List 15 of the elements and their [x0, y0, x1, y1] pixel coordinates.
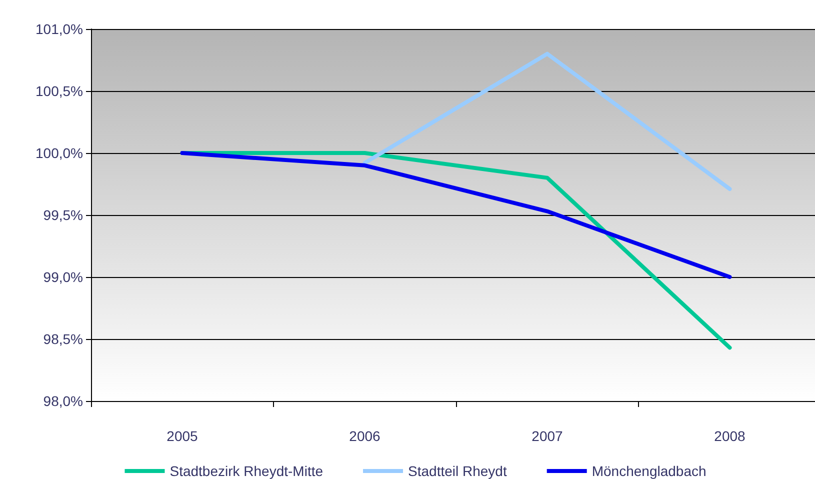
legend-label: Stadtteil Rheydt	[408, 463, 507, 479]
x-tick-label: 2007	[532, 428, 564, 444]
x-tick-label: 2005	[166, 428, 198, 444]
y-tick-label: 99,0%	[43, 269, 83, 285]
x-tick-label: 2008	[714, 428, 746, 444]
y-tick-label: 99,5%	[43, 207, 83, 223]
y-tick-label: 101,0%	[36, 21, 83, 37]
x-tick-label: 2006	[349, 428, 381, 444]
line-series	[180, 151, 732, 279]
y-tick-label: 100,0%	[36, 145, 83, 161]
legend-label: Mönchengladbach	[592, 463, 706, 479]
y-tick-label: 98,0%	[43, 393, 83, 409]
legend-label: Stadtbezirk Rheydt-Mitte	[170, 463, 324, 479]
y-tick-label: 98,5%	[43, 331, 83, 347]
y-tick-label: 100,5%	[36, 83, 83, 99]
